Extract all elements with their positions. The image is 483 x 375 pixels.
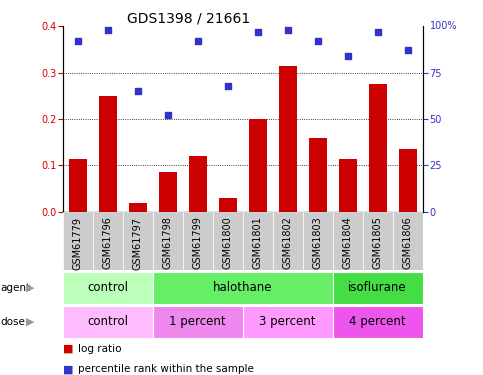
Bar [159,172,177,212]
Bar [219,198,237,212]
Bar [333,212,363,270]
Text: GSM61779: GSM61779 [73,216,83,270]
Text: percentile rank within the sample: percentile rank within the sample [78,364,254,374]
Bar [189,156,207,212]
Bar [333,306,423,338]
Bar [183,212,213,270]
Point [344,53,352,59]
Text: ▶: ▶ [26,283,35,293]
Bar [93,212,123,270]
Text: halothane: halothane [213,281,272,294]
Bar [123,212,153,270]
Bar [303,212,333,270]
Point [374,29,382,35]
Text: GSM61804: GSM61804 [342,216,353,269]
Point [74,38,82,44]
Point [404,47,412,53]
Text: ■: ■ [63,344,73,354]
Bar [153,306,242,338]
Bar [63,212,93,270]
Bar [63,306,153,338]
Text: control: control [87,281,128,294]
Point [284,27,292,33]
Point [224,82,231,88]
Text: GSM61796: GSM61796 [103,216,113,269]
Text: agent: agent [0,283,30,293]
Bar [279,66,297,212]
Text: GSM61802: GSM61802 [283,216,293,269]
Bar [99,96,117,212]
Text: 1 percent: 1 percent [170,315,226,328]
Text: 3 percent: 3 percent [259,315,316,328]
Point [164,112,171,118]
Text: dose: dose [0,316,26,327]
Bar [333,272,423,304]
Bar [129,202,147,212]
Bar [309,138,327,212]
Point [104,27,112,33]
Bar [398,149,417,212]
Text: 100%: 100% [430,21,457,31]
Text: GSM61805: GSM61805 [373,216,383,269]
Text: GSM61801: GSM61801 [253,216,263,269]
Bar [339,159,356,212]
Bar [69,159,87,212]
Text: GSM61806: GSM61806 [403,216,412,269]
Bar [249,119,267,212]
Text: GSM61800: GSM61800 [223,216,233,269]
Text: GDS1398 / 21661: GDS1398 / 21661 [127,11,250,25]
Bar [242,306,333,338]
Bar [393,212,423,270]
Text: GSM61797: GSM61797 [133,216,143,270]
Text: GSM61799: GSM61799 [193,216,203,269]
Text: control: control [87,315,128,328]
Bar [153,212,183,270]
Text: log ratio: log ratio [78,344,122,354]
Text: 4 percent: 4 percent [349,315,406,328]
Text: GSM61803: GSM61803 [313,216,323,269]
Point [194,38,201,44]
Text: isoflurane: isoflurane [348,281,407,294]
Bar [363,212,393,270]
Text: ▶: ▶ [26,316,35,327]
Bar [273,212,303,270]
Point [314,38,322,44]
Bar [369,84,386,212]
Bar [153,272,333,304]
Bar [63,272,153,304]
Point [254,29,262,35]
Bar [242,212,273,270]
Text: ■: ■ [63,364,73,374]
Text: GSM61798: GSM61798 [163,216,173,269]
Point [134,88,142,94]
Bar [213,212,242,270]
